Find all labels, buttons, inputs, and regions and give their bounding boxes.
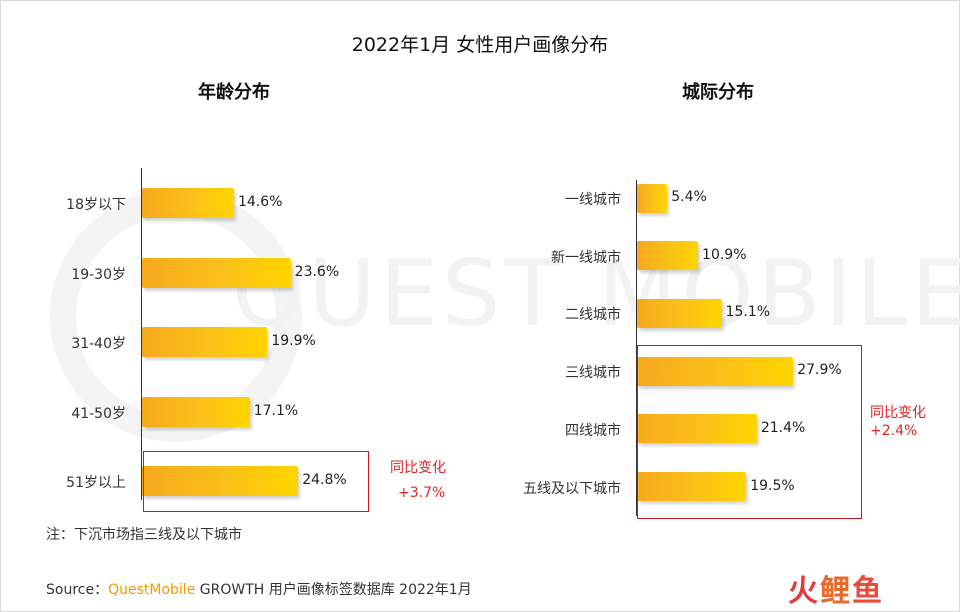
source-prefix: Source： <box>46 582 109 598</box>
city-bar <box>637 414 757 444</box>
city-bar <box>637 356 794 386</box>
city-change-value: +2.4% <box>870 423 918 439</box>
age-axis-line <box>141 168 142 500</box>
source-suffix: GROWTH 用户画像标签数据库 2022年1月 <box>195 582 472 598</box>
city-value-label: 19.5% <box>750 477 795 494</box>
age-category-label: 31-40岁 <box>71 336 126 352</box>
city-bar <box>637 298 722 328</box>
logo-char-3: 鱼 <box>852 574 884 609</box>
age-value-label: 24.8% <box>302 472 347 488</box>
city-bar <box>637 183 668 213</box>
age-highlight-box <box>143 451 369 512</box>
age-bar <box>142 396 250 427</box>
city-value-label: 21.4% <box>760 419 806 436</box>
logo-char-2: 鲤 <box>820 574 852 609</box>
city-category-label: 一线城市 <box>565 192 621 208</box>
age-value-label: 23.6% <box>294 263 340 280</box>
logo-char-1: 火 <box>788 574 820 609</box>
age-category-label: 41-50岁 <box>71 405 126 422</box>
age-panel-title: 年龄分布 <box>198 82 270 103</box>
source-brand: QuestMobile <box>108 582 196 598</box>
age-value-label: 14.6% <box>237 194 283 210</box>
age-value-label: 17.1% <box>253 402 299 419</box>
city-axis-line <box>636 180 637 516</box>
footnote: 注：下沉市场指三线及以下城市 <box>46 527 242 543</box>
city-bar <box>637 472 747 501</box>
city-value-label: 10.9% <box>702 246 747 263</box>
age-category-label: 19-30岁 <box>71 266 126 283</box>
age-change-label: 同比变化 <box>390 460 446 476</box>
source-line: Source：QuestMobile GROWTH 用户画像标签数据库 2022… <box>46 579 472 599</box>
age-category-label: 51岁以上 <box>66 475 126 491</box>
age-bar <box>142 188 234 218</box>
age-category-label: 18岁以下 <box>66 197 126 213</box>
main-title: 2022年1月 女性用户画像分布 <box>351 34 609 56</box>
city-category-label: 五线及以下城市 <box>523 480 621 497</box>
city-value-label: 5.4% <box>671 189 707 205</box>
city-value-label: 27.9% <box>797 362 842 379</box>
age-value-label: 19.9% <box>271 333 316 349</box>
city-highlight-box <box>637 345 862 519</box>
city-value-label: 15.1% <box>725 304 771 321</box>
city-category-label: 三线城市 <box>565 365 621 382</box>
age-bar <box>142 327 268 357</box>
age-change-value: +3.7% <box>398 485 446 501</box>
age-bar <box>142 257 291 288</box>
city-panel-title: 城际分布 <box>682 82 754 103</box>
age-bar <box>142 466 299 496</box>
city-change-label: 同比变化 <box>870 405 926 421</box>
city-bar <box>637 241 699 271</box>
city-category-label: 二线城市 <box>565 307 621 324</box>
site-logo: 火鲤鱼 <box>788 566 884 610</box>
city-category-label: 四线城市 <box>565 422 621 439</box>
city-category-label: 新一线城市 <box>551 249 621 266</box>
